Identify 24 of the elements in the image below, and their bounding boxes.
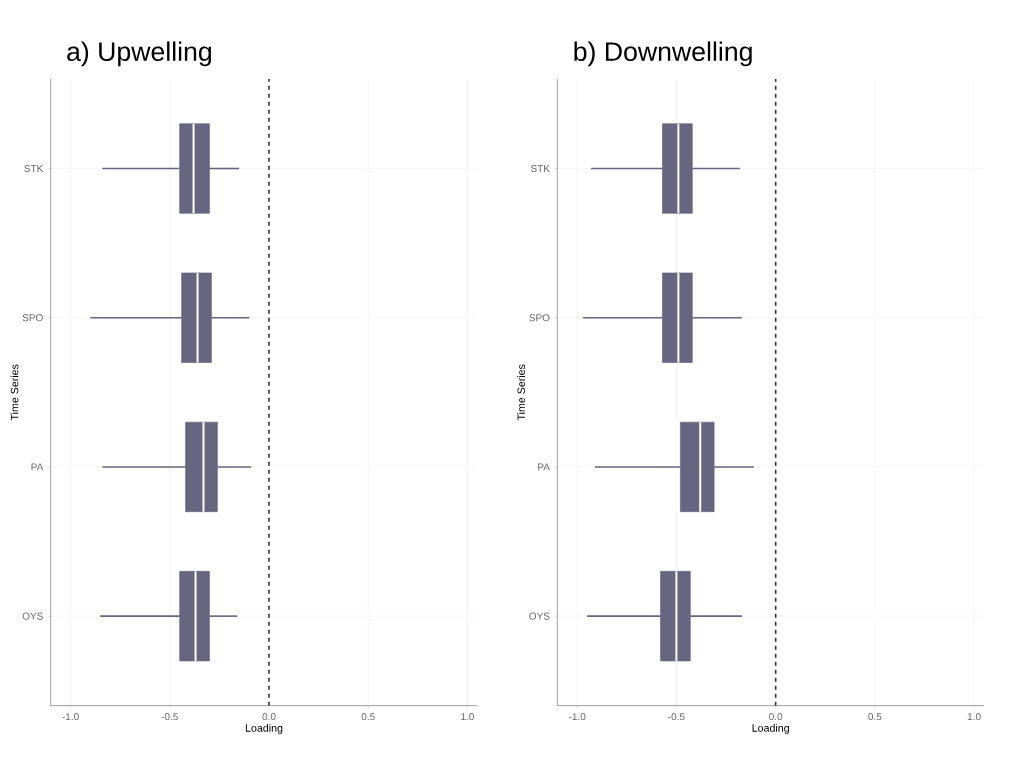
- y-tick-label: STK: [24, 164, 44, 173]
- x-tick-label: 1.0: [967, 713, 981, 721]
- x-tick-label: -0.5: [668, 713, 685, 721]
- x-tick-label: -1.0: [569, 713, 586, 721]
- x-tick-label: -1.0: [62, 713, 79, 721]
- y-tick-label: OYS: [529, 612, 550, 620]
- y-tick-label: STK: [530, 164, 550, 173]
- x-tick-label: 1.0: [461, 713, 474, 721]
- y-tick-label: SPO: [22, 314, 43, 322]
- x-tick-label: 0.5: [361, 713, 375, 721]
- y-tick-label: OYS: [22, 612, 43, 620]
- x-axis-title: Loading: [752, 723, 789, 734]
- x-tick-label: 0.5: [868, 713, 882, 721]
- y-tick-label: PA: [31, 463, 44, 471]
- chart-title: a) Upwelling: [67, 41, 211, 67]
- x-tick-label: 0.0: [262, 713, 276, 721]
- y-tick-label: SPO: [529, 314, 550, 322]
- y-axis-title: Time Series: [10, 364, 19, 421]
- y-axis-title: Time Series: [517, 364, 526, 421]
- y-tick-label: PA: [538, 463, 550, 471]
- x-tick-label: -0.5: [161, 713, 178, 721]
- chart-title: b) Downwelling: [574, 41, 752, 67]
- x-tick-label: 0.0: [769, 713, 783, 721]
- x-axis-title: Loading: [245, 723, 283, 734]
